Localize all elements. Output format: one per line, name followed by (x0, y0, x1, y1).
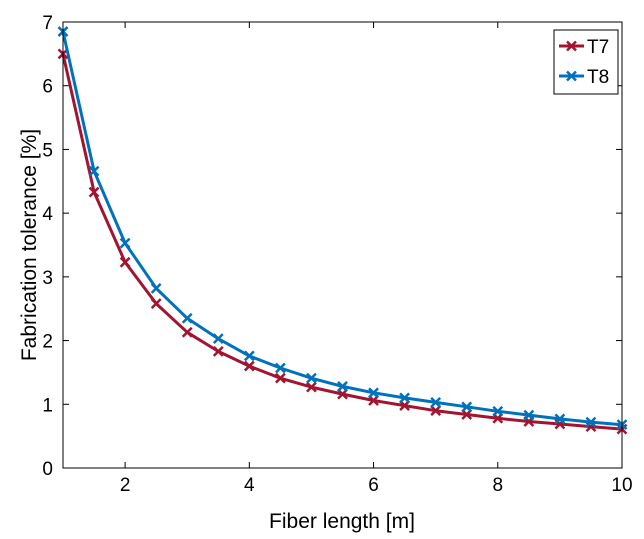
data-point (306, 372, 317, 384)
y-tick-label: 3 (42, 268, 53, 289)
data-point (243, 350, 255, 362)
x-tick-label: 4 (244, 475, 255, 496)
series-layer (57, 26, 628, 435)
series-T8 (57, 26, 628, 431)
data-point (150, 298, 162, 310)
x-tick-label: 10 (611, 475, 632, 496)
axis-ticks: 2 4 6 8 10 0 1 2 3 4 5 6 7 (42, 13, 632, 496)
data-point (212, 333, 224, 345)
data-point (275, 372, 286, 384)
legend-box (553, 29, 619, 95)
data-point (88, 165, 100, 177)
legend-marker (566, 70, 577, 82)
y-tick-label: 6 (42, 77, 53, 98)
data-point (181, 312, 193, 324)
data-point (585, 416, 597, 428)
data-point (492, 405, 504, 417)
y-tick-label: 0 (42, 459, 53, 480)
legend-label: T8 (587, 67, 609, 88)
y-tick-label: 7 (42, 13, 53, 34)
data-point (306, 381, 317, 393)
x-tick-label: 2 (120, 475, 131, 496)
data-point (150, 282, 162, 294)
data-point (461, 401, 473, 413)
y-tick-label: 5 (42, 140, 53, 161)
y-tick-label: 1 (42, 395, 53, 416)
plot-area (63, 22, 622, 468)
data-point (337, 381, 348, 392)
x-tick-label: 6 (368, 475, 379, 496)
x-axis-label: Fiber length [m] (269, 510, 415, 533)
data-point (523, 409, 535, 421)
data-point (368, 387, 379, 399)
data-point (119, 237, 131, 249)
y-tick-label: 2 (42, 332, 53, 353)
legend-marker (566, 40, 577, 52)
data-point (430, 405, 442, 417)
data-point (88, 186, 100, 198)
data-point (243, 360, 255, 372)
data-point (181, 326, 193, 338)
data-point (212, 346, 224, 357)
y-tick-label: 4 (42, 204, 53, 225)
y-axis-label: Fabrication tolerance [%] (18, 129, 41, 361)
data-point (275, 362, 286, 374)
data-point (119, 256, 131, 268)
data-point (554, 413, 566, 425)
legend-label: T7 (587, 37, 609, 58)
x-tick-label: 8 (492, 475, 503, 496)
plot-frame (62, 21, 623, 469)
data-point (430, 396, 442, 408)
series-T7 (57, 48, 628, 435)
data-point (399, 392, 410, 404)
